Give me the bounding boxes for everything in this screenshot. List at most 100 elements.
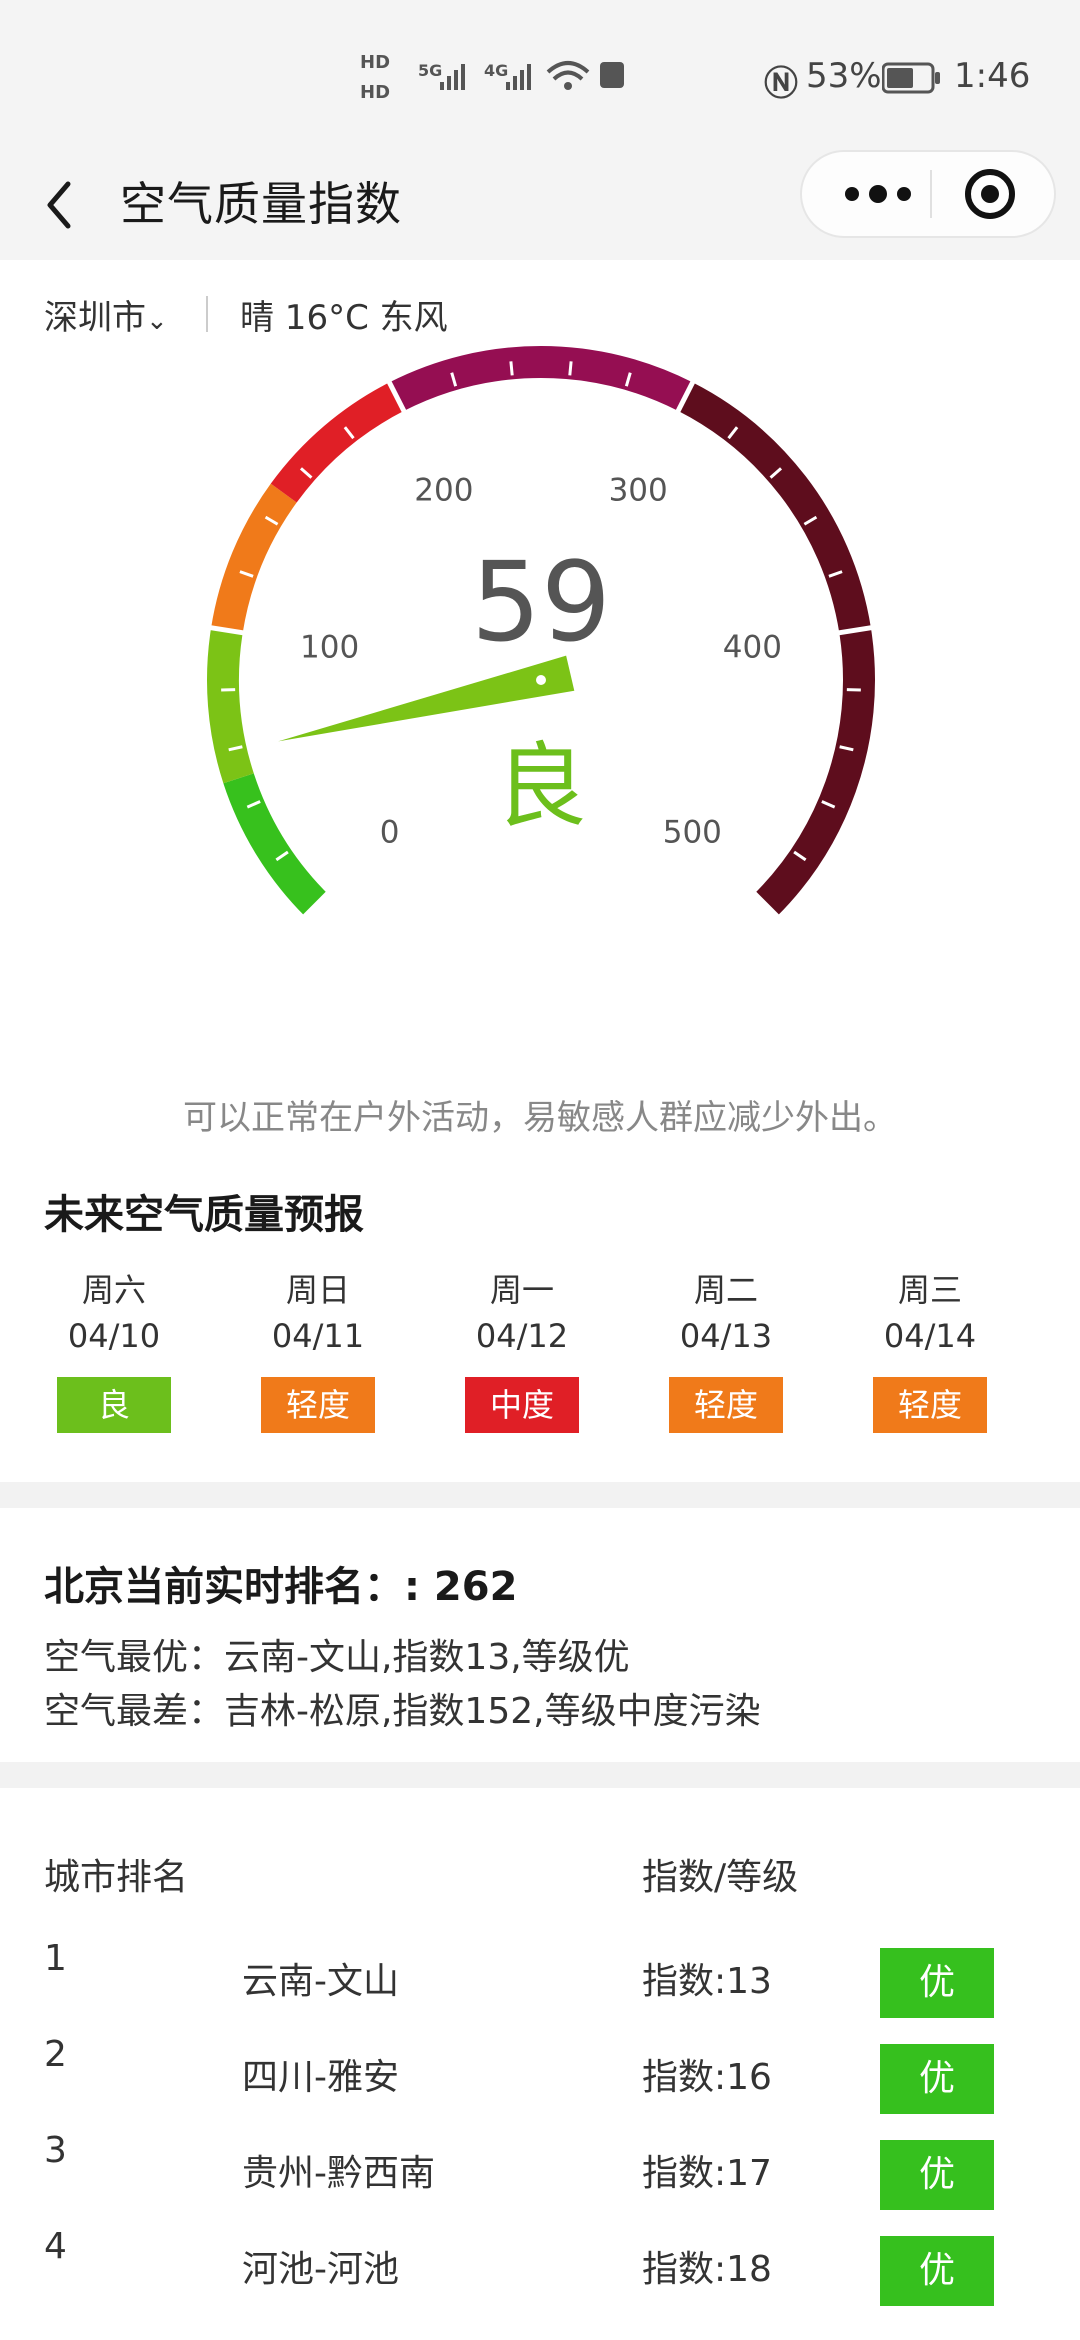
forecast-title: 未来空气质量预报 (44, 1192, 364, 1238)
rank-number: 1 (44, 1938, 67, 1979)
section-divider (0, 1482, 1080, 1508)
worst-air: 空气最差：吉林-松原,指数152,等级中度污染 (44, 1691, 761, 1732)
gauge-tick (751, 890, 781, 920)
more-icon[interactable] (838, 182, 918, 206)
gauge-tick (343, 426, 355, 440)
gauge-labels: 0 100 200 300 400 500 (300, 472, 782, 850)
gauge-tick (727, 426, 739, 440)
forecast-date: 04/10 (67, 1317, 161, 1355)
gauge-tick (386, 379, 408, 414)
aqi-value: 59 (471, 538, 611, 666)
gauge-tick (246, 800, 261, 809)
gauge-tick (264, 515, 279, 526)
col-header-rank: 城市排名 (44, 1857, 189, 1898)
gauge-tick (793, 850, 807, 862)
svg-text:HD: HD (360, 52, 390, 73)
gauge-label: 300 (609, 472, 668, 508)
gauge-tick (509, 361, 514, 376)
gauge-label: 0 (380, 814, 400, 850)
gauge-needle (278, 655, 575, 742)
aqi-index: 指数:18 (642, 2249, 772, 2290)
forecast-level-badge: 轻度 (873, 1377, 987, 1433)
forecast-day: 周一 04/12 中度 (442, 1265, 602, 1433)
forecast-day: 周二 04/13 轻度 (646, 1265, 806, 1433)
gauge-tick (275, 850, 289, 862)
nfc-icon: Ⓝ (764, 64, 798, 104)
needle-pivot-dot (536, 675, 546, 685)
svg-text:4G: 4G (484, 61, 508, 80)
ranking-title: 北京当前实时排名：: 262 (44, 1564, 518, 1610)
gauge-tick (239, 570, 254, 578)
battery-percent: 53% (806, 56, 882, 96)
clock: 1:46 (954, 56, 1031, 96)
forecast-date: 04/11 (271, 1317, 365, 1355)
forecast-weekday: 周日 (285, 1271, 350, 1309)
city-name: 四川-雅安 (242, 2057, 399, 2098)
gauge-tick (836, 624, 874, 636)
gauge-tick (301, 890, 331, 920)
gauge-tick (828, 570, 843, 578)
chevron-down-icon: ⌄ (146, 306, 168, 336)
table-row[interactable]: 3 贵州-黔西南 指数:17 优 (0, 2130, 1080, 2230)
level-badge: 优 (880, 2140, 994, 2210)
gauge-tick (624, 372, 632, 387)
table-row[interactable]: 4 河池-河池 指数:18 优 (0, 2226, 1080, 2326)
battery-icon (882, 62, 940, 94)
gauge-tick (568, 361, 573, 376)
aqi-index: 指数:16 (642, 2057, 772, 2098)
forecast-date: 04/14 (883, 1317, 977, 1355)
gauge-ticks (208, 361, 874, 920)
level-badge: 优 (880, 1948, 994, 2018)
gauge-segment (207, 627, 254, 784)
forecast-weekday: 周二 (693, 1271, 758, 1309)
forecast-level-badge: 中度 (465, 1377, 579, 1433)
aqi-index: 指数:17 (642, 2153, 772, 2194)
nav-bar: 空气质量指数 (0, 150, 1080, 260)
divider (206, 296, 208, 332)
aqi-gauge: 0 100 200 300 400 500 59 良 (207, 346, 875, 920)
col-header-index: 指数/等级 (642, 1857, 799, 1898)
table-row[interactable]: 2 四川-雅安 指数:16 优 (0, 2034, 1080, 2134)
city-name: 深圳市 (44, 298, 146, 338)
forecast-weekday: 周三 (897, 1271, 962, 1309)
forecast-level-badge: 轻度 (261, 1377, 375, 1433)
gauge-tick (839, 745, 854, 752)
city-name: 河池-河池 (242, 2249, 399, 2290)
city-name: 贵州-黔西南 (242, 2153, 435, 2194)
weather-summary: 晴 16°C 东风 (240, 298, 448, 338)
gauge-tick (299, 467, 313, 479)
gauge-tick (228, 745, 243, 752)
forecast-date: 04/13 (679, 1317, 773, 1355)
gauge-label: 100 (300, 630, 359, 666)
city-selector[interactable]: 深圳市⌄ (44, 290, 168, 339)
best-air: 空气最优：云南-文山,指数13,等级优 (44, 1637, 630, 1678)
forecast-weekday: 周一 (489, 1271, 554, 1309)
gauge-tick (450, 372, 458, 387)
capsule-divider (930, 170, 932, 218)
gauge-arcs (207, 346, 875, 917)
page-title: 空气质量指数 (120, 177, 402, 231)
gauge-label: 200 (414, 472, 473, 508)
svg-text:5G: 5G (418, 61, 442, 80)
gauge-segment (223, 773, 328, 917)
gauge-tick (769, 467, 783, 479)
table-row[interactable]: 1 云南-文山 指数:13 优 (0, 1938, 1080, 2038)
mini-program-capsule (800, 150, 1056, 238)
gauge-tick (208, 624, 246, 636)
forecast-level-badge: 轻度 (669, 1377, 783, 1433)
rank-number: 3 (44, 2130, 67, 2171)
level-badge: 优 (880, 2236, 994, 2306)
status-bar: HD HD 5G 4G Ⓝ 53% 1:46 (0, 0, 1080, 150)
section-divider (0, 1762, 1080, 1788)
forecast-date: 04/12 (475, 1317, 569, 1355)
level-badge: 优 (880, 2044, 994, 2114)
gauge-tick (674, 379, 696, 414)
gauge-label: 400 (723, 630, 782, 666)
forecast-day: 周六 04/10 良 (34, 1265, 194, 1433)
forecast-level-badge: 良 (57, 1377, 171, 1433)
back-arrow-icon[interactable] (36, 170, 86, 240)
gauge-tick (821, 800, 836, 809)
gauge-label: 500 (663, 814, 722, 850)
close-target-icon[interactable] (962, 166, 1018, 222)
forecast-day: 周日 04/11 轻度 (238, 1265, 398, 1433)
